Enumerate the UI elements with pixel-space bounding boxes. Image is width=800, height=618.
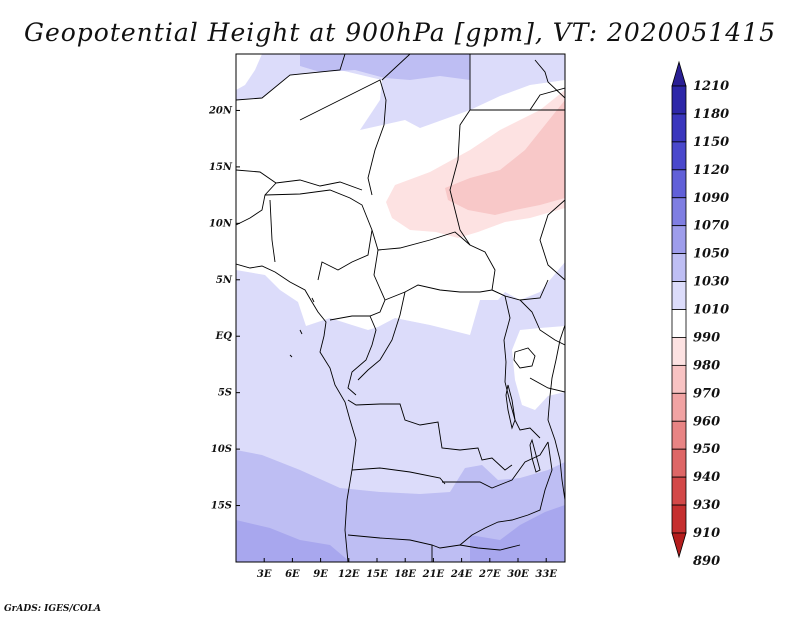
colorbar-label: 940	[693, 470, 720, 485]
coastline-west-africa	[236, 263, 357, 562]
border-mali-niger	[236, 169, 363, 191]
colorbar-label: 890	[693, 554, 720, 569]
credit-text: GrADS: IGES/COLA	[4, 604, 102, 614]
colorbar-label: 1050	[693, 247, 729, 262]
lon-tick-label: 15E	[366, 569, 388, 580]
border-uganda-kenya	[519, 299, 565, 346]
colorbar-label: 1210	[693, 79, 729, 94]
colorbar-label: 960	[693, 414, 720, 429]
colorbar-segment	[671, 309, 687, 338]
latitude-axis: 20N 15N 10N 5N EQ 5S 10S 15S	[208, 105, 240, 512]
colorbar-segment	[671, 225, 687, 255]
border-drc-angola	[347, 399, 513, 471]
border-algeria-niger	[299, 79, 387, 196]
border-libya-chad	[381, 54, 411, 81]
colorbar-segment	[671, 85, 687, 115]
chart-title: Geopotential Height at 900hPa [gpm], VT:…	[23, 18, 777, 47]
border-car	[377, 231, 506, 301]
colorbar-bottom-arrow	[671, 532, 687, 559]
colorbar-top-arrow	[671, 60, 687, 87]
colorbar-segment	[671, 448, 687, 478]
border-botswana	[431, 544, 521, 551]
field-region-1050-southwest	[236, 520, 350, 562]
border-angola-namibia	[351, 467, 446, 485]
coastline-east-africa	[547, 324, 565, 501]
border-burkina	[236, 182, 277, 226]
colorbar-segment	[671, 504, 687, 534]
colorbar-segment	[671, 337, 687, 366]
border-southern	[347, 534, 433, 562]
lat-tick-label: EQ	[215, 331, 233, 342]
lon-tick-label: 33E	[535, 569, 557, 580]
lat-tick-label: 10S	[211, 444, 232, 455]
lat-tick-label: 5N	[216, 275, 233, 286]
lake-malawi	[529, 438, 541, 473]
colorbar-segment	[671, 141, 687, 171]
field-region-1030-south	[236, 450, 565, 562]
colorbar-label: 980	[693, 358, 720, 373]
colorbar-label: 1180	[693, 107, 729, 122]
colorbar-label: 1030	[693, 275, 729, 290]
border-ethiopia	[539, 199, 565, 281]
lake-victoria	[513, 347, 536, 369]
border-drc-east	[503, 295, 541, 439]
lake-tanganyika	[505, 384, 516, 430]
colorbar-segment	[671, 392, 687, 422]
colorbar-segment	[671, 364, 687, 394]
colorbar-segment	[671, 197, 687, 227]
colorbar-label: 990	[693, 330, 720, 345]
colorbar-label: 910	[693, 526, 720, 541]
colorbar-segment	[671, 281, 687, 310]
colorbar-segment	[671, 113, 687, 143]
border-mozambique	[459, 441, 553, 546]
border-cameroon	[329, 229, 386, 321]
lat-tick-label: 5S	[218, 388, 232, 399]
lon-tick-label: 18E	[394, 569, 416, 580]
colorbar-segment	[671, 253, 687, 282]
map-frame	[235, 53, 566, 563]
longitude-axis: 3E 6E 9E 12E 15E 18E 21E 24E 27E 30E 33E	[257, 558, 557, 580]
border-tanzania	[529, 377, 565, 393]
lon-tick-label: 24E	[450, 569, 473, 580]
lat-tick-label: 20N	[208, 105, 233, 116]
field-region-990-northwest	[236, 54, 262, 90]
lon-tick-label: 27E	[478, 569, 501, 580]
lon-tick-label: 3E	[257, 569, 272, 580]
lat-tick-label: 10N	[209, 218, 233, 229]
colorbar: 1210 1180 1150 1120 1090 1070 1050 1030 1010 990 9…	[671, 60, 729, 569]
colorbar-label: 970	[693, 386, 720, 401]
border-sahel-north	[236, 54, 346, 101]
colorbar-label: 1010	[693, 303, 729, 318]
gulf-of-guinea-islands	[289, 297, 315, 358]
field-region-970	[445, 100, 565, 215]
geopotential-field	[236, 54, 565, 562]
lon-tick-label: 21E	[422, 569, 445, 580]
border-congo	[347, 291, 406, 396]
colorbar-segment	[671, 169, 687, 199]
colorbar-segment	[671, 476, 687, 506]
colorbar-label: 1120	[693, 163, 729, 178]
colorbar-segment	[671, 420, 687, 450]
lon-tick-label: 9E	[313, 569, 328, 580]
lon-tick-label: 6E	[285, 569, 300, 580]
colorbar-label: 1090	[693, 191, 729, 206]
field-region-1050-southeast	[470, 505, 565, 562]
lon-tick-label: 30E	[507, 569, 529, 580]
colorbar-label: 930	[693, 498, 720, 513]
lon-tick-label: 12E	[338, 569, 360, 580]
colorbar-label: 1150	[693, 135, 729, 150]
lat-tick-label: 15S	[211, 501, 232, 512]
colorbar-label: 950	[693, 442, 720, 457]
red-sea-coast	[534, 59, 565, 99]
border-chad-sudan	[449, 109, 496, 291]
border-zambia	[442, 441, 549, 489]
colorbar-label: 1070	[693, 219, 729, 234]
country-borders	[236, 54, 565, 562]
lat-tick-label: 15N	[209, 162, 233, 173]
